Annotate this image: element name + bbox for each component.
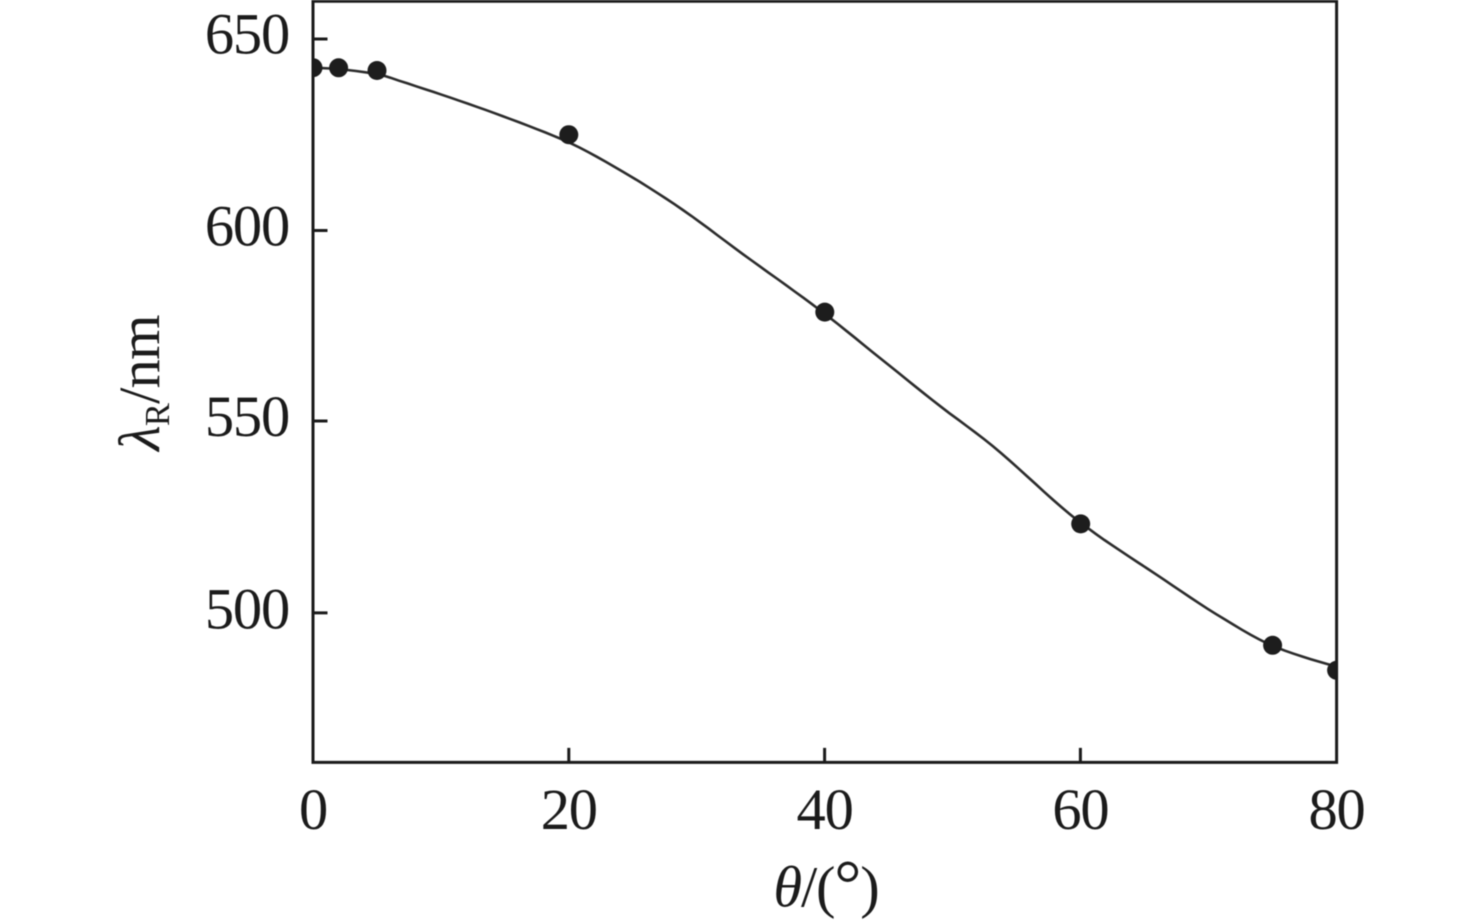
svg-text:60: 60 — [1052, 777, 1108, 842]
svg-text:λR/nm: λR/nm — [107, 315, 177, 453]
svg-text:650: 650 — [205, 1, 289, 66]
svg-text:600: 600 — [205, 193, 289, 258]
svg-text:500: 500 — [205, 577, 289, 642]
svg-text:20: 20 — [541, 777, 597, 842]
svg-text:550: 550 — [205, 384, 289, 449]
svg-text:80: 80 — [1308, 777, 1364, 842]
svg-text:θ/(°): θ/(°) — [773, 846, 878, 922]
svg-text:40: 40 — [797, 777, 853, 842]
svg-text:0: 0 — [299, 777, 327, 842]
